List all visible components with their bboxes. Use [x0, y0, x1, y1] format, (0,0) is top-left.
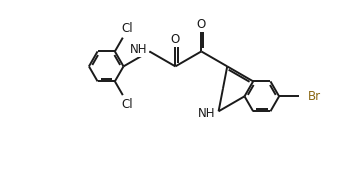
Text: O: O [171, 33, 180, 46]
Text: O: O [197, 18, 206, 31]
Text: Cl: Cl [121, 22, 133, 35]
Text: Cl: Cl [121, 98, 133, 111]
Text: NH: NH [197, 107, 215, 120]
Text: Br: Br [308, 90, 321, 103]
Text: NH: NH [130, 43, 147, 56]
